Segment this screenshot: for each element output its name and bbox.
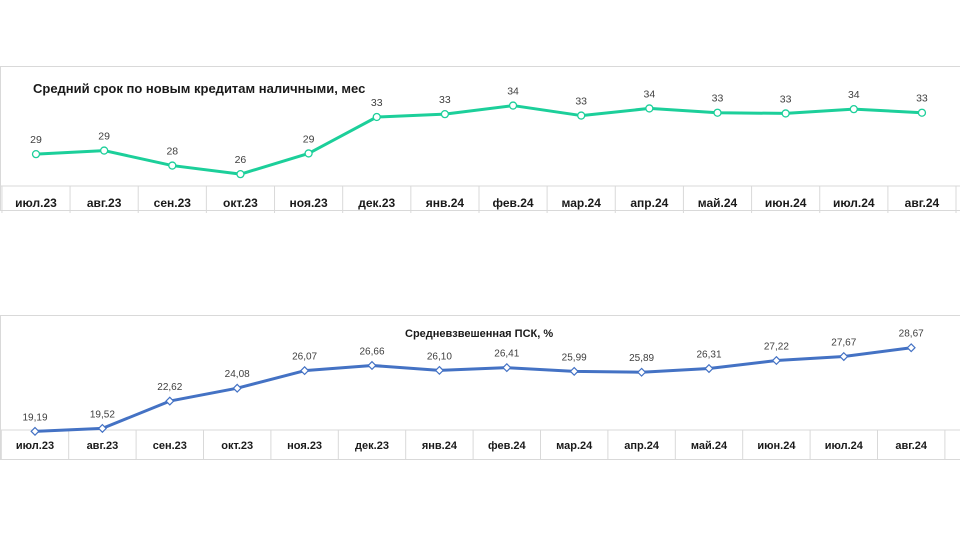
x-tick-label: янв.24 <box>422 440 458 452</box>
data-label: 34 <box>848 89 860 101</box>
data-label: 33 <box>916 93 928 105</box>
data-label: 26,07 <box>292 352 317 363</box>
data-point <box>839 351 849 362</box>
x-tick-label: апр.24 <box>624 440 660 452</box>
data-label: 26,66 <box>359 346 384 357</box>
data-label: 24,08 <box>225 369 250 380</box>
data-label: 27,22 <box>764 342 789 353</box>
data-label: 25,89 <box>629 353 654 364</box>
data-point <box>367 360 377 371</box>
x-tick-label: июн.24 <box>757 440 796 452</box>
data-label: 33 <box>371 97 383 109</box>
x-tick-label: авг.24 <box>905 196 940 210</box>
data-label: 34 <box>644 88 656 100</box>
data-point <box>304 149 313 158</box>
data-point <box>165 396 175 406</box>
x-tick-label: июн.24 <box>765 196 807 210</box>
x-tick-label: дек.23 <box>355 440 389 452</box>
x-tick-label: ноя.23 <box>287 440 322 452</box>
data-label: 28,67 <box>899 329 924 340</box>
x-tick-label: июл.23 <box>15 196 57 210</box>
data-label: 19,19 <box>22 412 47 423</box>
chart-title: Средний срок по новым кредитам наличными… <box>33 81 366 96</box>
x-tick-label: мар.24 <box>556 440 593 452</box>
data-label: 26,41 <box>494 349 519 360</box>
data-label: 29 <box>98 131 110 143</box>
data-point <box>508 101 518 110</box>
data-point <box>232 383 242 393</box>
data-point <box>704 363 714 374</box>
data-point <box>440 109 450 119</box>
chart-title: Средневзвешенная ПСК, % <box>405 328 554 340</box>
x-tick-label: авг.23 <box>87 440 119 452</box>
data-label: 33 <box>439 94 451 106</box>
data-point <box>168 161 177 170</box>
x-tick-label: фев.24 <box>488 440 527 452</box>
data-point <box>97 423 108 434</box>
data-label: 27,67 <box>831 338 856 349</box>
data-label: 33 <box>780 93 792 105</box>
data-label: 19,52 <box>90 409 115 420</box>
x-tick-label: июл.24 <box>833 196 875 210</box>
x-tick-label: июл.23 <box>16 440 54 452</box>
data-point <box>299 366 310 376</box>
data-label: 22,62 <box>157 382 182 393</box>
x-tick-label: авг.23 <box>87 196 122 210</box>
x-tick-label: май.24 <box>698 196 738 210</box>
data-label: 33 <box>575 96 587 108</box>
data-point <box>100 146 109 155</box>
data-point <box>372 112 381 122</box>
data-label: 34 <box>507 86 519 98</box>
x-tick-label: авг.24 <box>895 440 928 452</box>
x-tick-label: апр.24 <box>630 196 668 210</box>
data-point <box>569 366 579 377</box>
x-tick-label: сен.23 <box>153 440 187 452</box>
data-point <box>577 111 586 120</box>
x-tick-label: дек.23 <box>358 196 395 210</box>
data-point <box>781 109 790 118</box>
x-tick-label: фев.24 <box>493 196 534 210</box>
data-point <box>30 426 40 436</box>
data-label: 28 <box>166 146 178 158</box>
data-label: 25,99 <box>562 352 587 363</box>
data-point <box>849 104 858 114</box>
data-point <box>645 104 654 113</box>
data-point <box>434 365 445 376</box>
x-tick-label: сен.23 <box>154 196 192 210</box>
data-point <box>236 169 245 179</box>
data-point <box>31 149 41 159</box>
x-tick-label: ноя.23 <box>290 196 328 210</box>
data-label: 26 <box>235 154 247 166</box>
data-point <box>636 367 647 377</box>
series-line <box>35 104 923 176</box>
series-line <box>34 346 912 433</box>
x-tick-label: янв.24 <box>426 196 465 210</box>
psk-chart: Средневзвешенная ПСК, % 19,19 июл.23 19,52… <box>0 315 960 460</box>
psk-plot: 19,19 июл.23 19,52 авг.23 22,62 сен.23 24,08 ок… <box>0 329 960 460</box>
x-tick-label: окт.23 <box>223 196 258 210</box>
data-point <box>502 363 512 373</box>
data-label: 29 <box>30 134 42 146</box>
x-tick-label: мар.24 <box>561 196 601 210</box>
data-point <box>906 343 916 353</box>
data-label: 26,31 <box>696 350 721 361</box>
data-point <box>713 108 722 117</box>
data-label: 26,10 <box>427 351 452 362</box>
data-label: 33 <box>712 93 724 105</box>
data-point <box>771 355 782 366</box>
data-point <box>917 108 927 117</box>
data-label: 29 <box>303 133 315 145</box>
avg-term-chart: Средний срок по новым кредитам наличными… <box>0 66 960 213</box>
x-tick-label: окт.23 <box>221 440 253 452</box>
x-tick-label: июл.24 <box>825 440 864 452</box>
avg-term-plot: 29 июл.23 29 авг.23 28 сен.23 26 окт.23 29 ноя.23… <box>1 86 960 213</box>
x-tick-label: май.24 <box>691 440 728 452</box>
